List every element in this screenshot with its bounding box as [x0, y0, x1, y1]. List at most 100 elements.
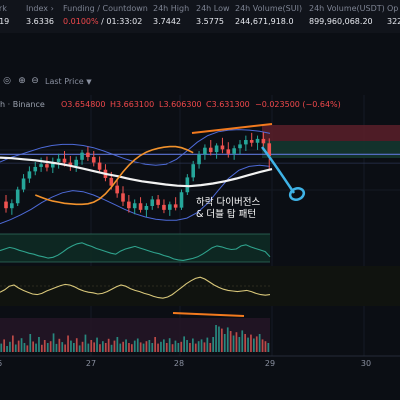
volume-bar-42: [122, 341, 124, 352]
volume-bars: [0, 325, 270, 352]
volume-bar-63: [183, 336, 185, 352]
volume-bar-55: [160, 341, 162, 352]
volume-bar-29: [84, 334, 87, 352]
orange-trendline-volume[interactable]: [172, 312, 245, 317]
plus-icon[interactable]: ⊕: [18, 76, 26, 86]
candle-body-44: [261, 138, 266, 144]
volume-bar-41: [119, 343, 122, 352]
volume-bar-50: [145, 341, 148, 352]
x-tick-label-1: 27: [86, 359, 96, 368]
volume-usdt-stat: 24h Volume(USDT) 899,960,068.20: [309, 3, 385, 28]
candle-body-18: [109, 177, 114, 186]
volume-bar-33: [96, 337, 98, 352]
volume-bar-6: [17, 340, 20, 352]
volume-bar-7: [20, 338, 23, 352]
x-tick-label-4: 30: [361, 359, 371, 368]
volume-bar-52: [151, 343, 154, 352]
candle-body-31: [185, 177, 190, 193]
volume-bar-39: [113, 340, 116, 352]
volume-bar-61: [177, 343, 180, 352]
volume-bar-73: [212, 337, 214, 352]
chart-grid: [0, 95, 400, 356]
candle-body-12: [74, 159, 78, 166]
candle-body-9: [56, 158, 61, 162]
candle-body-33: [197, 154, 201, 165]
candle-body-42: [249, 140, 254, 143]
volume-bar-71: [206, 337, 209, 352]
minus-icon[interactable]: ⊖: [31, 76, 39, 86]
volume-bar-84: [244, 334, 246, 352]
volume-bar-18: [52, 333, 55, 352]
moving-average-white: [0, 156, 273, 188]
support-zone: [262, 141, 400, 158]
volume-bar-65: [189, 343, 191, 352]
volume-bar-89: [258, 334, 261, 352]
legend-change: −0.023500 (−0.64%): [255, 100, 341, 109]
funding-rate: 0.0100%: [63, 17, 99, 26]
volume-bar-51: [148, 340, 151, 352]
orange-trendline-price[interactable]: [191, 123, 273, 134]
candle-body-35: [208, 147, 213, 153]
volume-bar-10: [29, 334, 32, 352]
volume-bar-36: [104, 343, 107, 352]
x-tick-label-0: 26: [0, 359, 2, 368]
volume-bar-75: [218, 326, 220, 352]
candle-body-24: [144, 206, 149, 210]
volume-bar-43: [125, 339, 127, 352]
candle-body-39: [232, 148, 236, 154]
volume-bar-13: [38, 337, 40, 352]
volume-bar-67: [194, 343, 197, 352]
candle-body-26: [156, 199, 160, 205]
volume-usdt-label: 24h Volume(USDT): [309, 4, 385, 13]
legend-open: O3.654800: [61, 100, 106, 109]
volume-bar-47: [136, 338, 139, 352]
volume-bar-25: [73, 343, 75, 352]
funding-countdown-label: Funding / Countdown: [63, 4, 148, 13]
volume-bar-74: [215, 325, 217, 352]
volume-bar-72: [209, 343, 212, 352]
high-24h-value: 3.7442: [153, 17, 181, 26]
open-interest-label: Op: [387, 4, 399, 13]
bb-upper-line: [0, 129, 271, 166]
volume-bar-58: [168, 338, 171, 352]
candle-body-34: [203, 147, 207, 155]
volume-bar-68: [197, 341, 200, 352]
candle-body-38: [226, 149, 231, 154]
volume-bar-23: [67, 335, 69, 352]
candle-body-13: [80, 152, 84, 160]
volume-bar-19: [55, 343, 58, 352]
projection-arrow-line[interactable]: [261, 146, 296, 194]
candle-body-36: [214, 145, 219, 153]
volume-bar-57: [165, 343, 168, 352]
volume-bar-9: [26, 345, 29, 352]
volume-bar-31: [90, 340, 93, 352]
candle-body-11: [68, 162, 73, 166]
candle-body-30: [179, 192, 184, 208]
funding-countdown-stat: Funding / Countdown 0.0100% / 01:33:02: [63, 3, 148, 28]
volume-sui-stat: 24h Volume(SUI) 244,671,918.0: [235, 3, 302, 28]
candle-body-16: [97, 162, 102, 170]
volume-sui-value: 244,671,918.0: [235, 17, 294, 26]
volume-bar-14: [41, 344, 43, 352]
candle-body-21: [127, 201, 131, 209]
annotation-line-2: & 더블 탑 패턴: [196, 208, 256, 220]
volume-bar-22: [64, 344, 66, 352]
last-price-selector[interactable]: Last Price ▼: [45, 77, 92, 86]
candle-body-22: [132, 203, 137, 209]
volume-bar-34: [99, 344, 101, 352]
volume-bar-35: [102, 341, 104, 352]
volume-bar-44: [128, 343, 130, 352]
mark-price-stat: ark 319: [0, 3, 9, 28]
volume-bar-78: [226, 327, 229, 352]
volume-bar-16: [46, 343, 49, 352]
ohlc-legend: h · Binance O3.654800 H3.663100 L3.60630…: [0, 100, 400, 113]
projection-target-circle[interactable]: [288, 186, 306, 201]
volume-bar-21: [61, 342, 64, 352]
target-icon[interactable]: ◎: [3, 76, 11, 86]
volume-bar-91: [264, 341, 267, 352]
volume-bar-85: [247, 337, 249, 352]
candle-body-4: [27, 171, 32, 179]
open-interest-value: 322: [387, 17, 400, 26]
legend-pair: h · Binance: [0, 100, 45, 109]
